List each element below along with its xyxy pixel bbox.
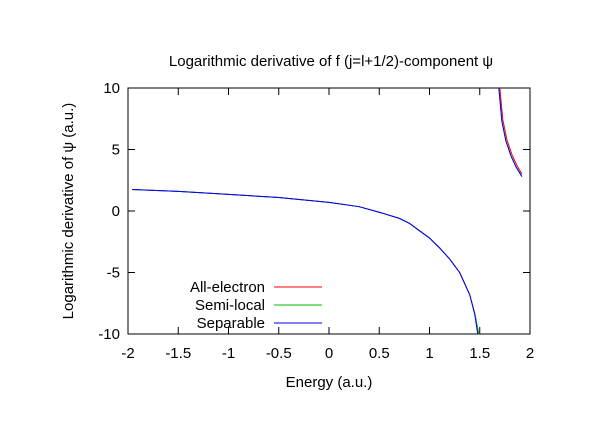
y-tick-label: 5	[112, 142, 120, 159]
x-axis-label: Energy (a.u.)	[286, 374, 373, 391]
plot-area-border	[127, 87, 531, 335]
x-tick-label: -0.5	[266, 345, 292, 362]
axis-ticks: -2 -1.5 -1 -0.5 0 0.5 1 1.5 2 -10 -5 0 5 10	[98, 80, 534, 362]
x-tick-label: 0.5	[369, 345, 390, 362]
x-tick-label: -1.5	[165, 345, 191, 362]
x-tick-label: 1	[425, 345, 433, 362]
y-tick-label: -10	[98, 326, 120, 343]
y-axis-label: Logarithmic derivative of ψ (a.u.)	[60, 103, 77, 320]
x-tick-label: 0	[325, 345, 333, 362]
legend-label-separable: Separable	[197, 315, 265, 332]
series-line-all-electron	[132, 87, 523, 335]
y-tick-label: -5	[107, 265, 120, 282]
x-tick-label: 2	[526, 345, 534, 362]
x-tick-label: -1	[222, 345, 235, 362]
legend-label-all-electron: All-electron	[190, 279, 265, 296]
y-tick-label: 0	[112, 203, 120, 220]
x-tick-label: -2	[121, 345, 134, 362]
x-tick-label: 1.5	[469, 345, 490, 362]
series-line-semi-local	[132, 87, 523, 335]
series-line-separable	[132, 87, 523, 335]
series-lines	[132, 87, 523, 335]
y-tick-label: 10	[103, 80, 120, 97]
chart-title: Logarithmic derivative of f (j=l+1/2)-co…	[169, 53, 493, 70]
legend-label-semi-local: Semi-local	[195, 297, 265, 314]
